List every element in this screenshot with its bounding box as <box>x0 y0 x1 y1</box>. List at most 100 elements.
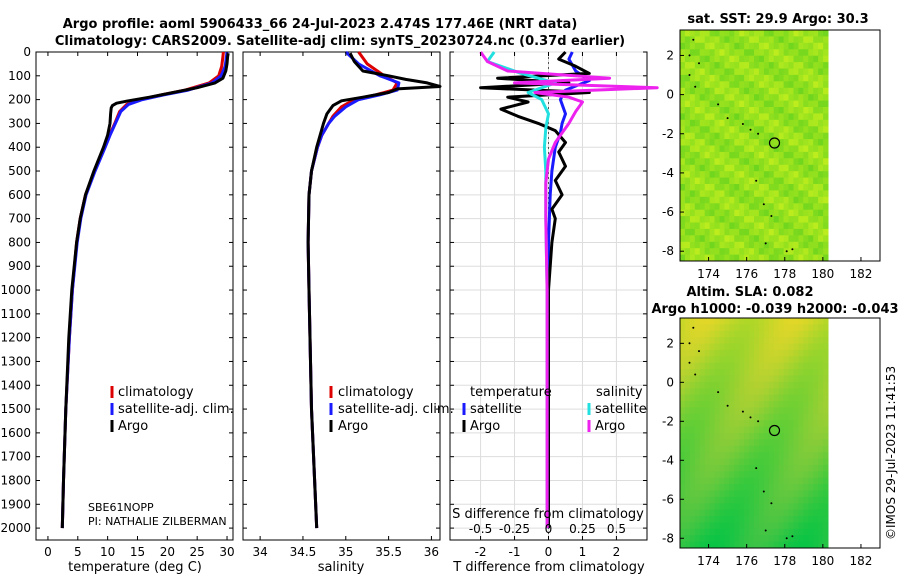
map-cell <box>739 228 745 236</box>
map-cell <box>754 401 760 408</box>
map-cell <box>699 413 706 421</box>
map-cell <box>699 87 706 95</box>
map-cell <box>768 184 775 191</box>
map-cell <box>758 113 765 121</box>
island-dot <box>791 248 794 251</box>
map-cell <box>719 42 725 50</box>
map-cell <box>709 145 715 153</box>
map-cell <box>778 132 785 140</box>
map-cell <box>763 248 770 256</box>
map-cell <box>754 49 760 57</box>
map-cell <box>724 74 730 82</box>
lon-tick-label: 182 <box>849 267 872 281</box>
map-cell <box>803 222 809 230</box>
map-cell <box>758 87 765 95</box>
map-cell <box>744 496 750 504</box>
depth-tick-label: 1200 <box>0 331 31 345</box>
map-cell <box>773 522 780 530</box>
map-cell <box>724 433 730 440</box>
map-cell <box>689 394 696 402</box>
map-cell <box>709 68 715 76</box>
map-cell <box>744 407 750 415</box>
map-cell <box>724 330 730 338</box>
map-cell <box>724 413 730 421</box>
map-cell <box>813 413 819 421</box>
map-cell <box>704 49 711 57</box>
map-cell <box>714 228 720 236</box>
map-cell <box>680 190 686 198</box>
map-cell <box>823 528 829 536</box>
map-cell <box>680 401 686 408</box>
map-cell <box>758 337 765 345</box>
map-cell <box>689 87 696 95</box>
map-cell <box>714 203 720 211</box>
map-cell <box>803 42 809 50</box>
map-cell <box>694 401 701 408</box>
map-cell <box>803 100 809 108</box>
map-cell <box>734 164 740 172</box>
map-cell <box>788 369 794 376</box>
map-cell <box>749 248 755 256</box>
map-cell <box>694 190 701 198</box>
map-cell <box>709 413 715 421</box>
map-cell <box>808 394 814 402</box>
map-cell <box>813 254 819 262</box>
map-cell <box>680 413 686 421</box>
map-cell <box>694 254 701 262</box>
map-cell <box>689 126 696 134</box>
map-cell <box>709 426 715 434</box>
map-cell <box>699 362 706 370</box>
map-cell <box>709 241 715 249</box>
map-cell <box>783 445 789 453</box>
map-cell <box>773 254 780 262</box>
map-cell <box>719 356 725 364</box>
map-cell <box>783 228 789 236</box>
map-cell <box>709 100 715 108</box>
x-tick-label: 15 <box>130 545 145 559</box>
map-cell <box>818 55 824 63</box>
map-cell <box>689 171 696 179</box>
map-cell <box>754 535 760 543</box>
map-cell <box>739 381 745 389</box>
map-cell <box>813 107 819 114</box>
map-cell <box>783 171 789 179</box>
map-cell <box>793 74 799 82</box>
map-cell <box>734 196 740 204</box>
lat-tick-label: -6 <box>662 492 674 506</box>
map-cell <box>768 369 775 376</box>
map-cell <box>823 503 829 511</box>
map-cell <box>734 81 740 89</box>
map-cell <box>709 458 715 466</box>
map-cell <box>783 94 789 102</box>
map-cell <box>689 132 696 140</box>
map-cell <box>749 107 755 114</box>
map-cell <box>798 158 804 166</box>
map-cell <box>744 196 750 204</box>
temperature-panel <box>35 51 234 541</box>
map-cell <box>699 324 706 332</box>
map-cell <box>739 496 745 504</box>
island-dot <box>741 123 744 125</box>
map-cell <box>684 55 691 63</box>
map-cell <box>739 113 745 121</box>
map-cell <box>739 337 745 345</box>
map-cell <box>813 420 819 428</box>
map-cell <box>719 343 725 351</box>
map-cell <box>734 177 740 185</box>
map-cell <box>704 439 711 447</box>
map-cell <box>680 228 686 236</box>
map-cell <box>758 132 765 140</box>
island-dot <box>688 54 691 57</box>
map-cell <box>704 349 711 357</box>
map-cell <box>763 381 770 389</box>
map-cell <box>798 337 804 345</box>
map-cell <box>709 74 715 82</box>
map-cell <box>724 49 730 57</box>
map-cell <box>729 145 735 153</box>
map-cell <box>699 426 706 434</box>
map-cell <box>714 184 720 191</box>
map-cell <box>823 30 829 37</box>
map-cell <box>734 119 740 127</box>
map-cell <box>798 516 804 523</box>
map-cell <box>739 445 745 453</box>
